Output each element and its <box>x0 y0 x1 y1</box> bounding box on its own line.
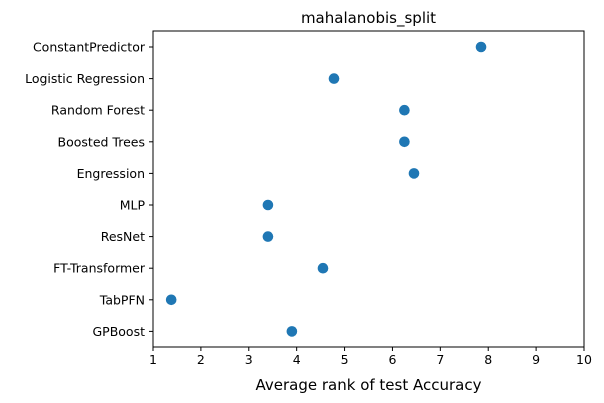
data-points <box>165 41 487 337</box>
data-point <box>475 41 487 53</box>
x-tick-label: 2 <box>197 352 205 367</box>
data-point <box>317 262 329 274</box>
data-point <box>328 73 340 84</box>
y-tick-label: ResNet <box>101 229 145 244</box>
y-tick-label: Random Forest <box>51 103 145 118</box>
y-tick-label: TabPFN <box>99 292 145 307</box>
plot-area <box>152 30 585 348</box>
x-tick-label: 1 <box>149 352 157 367</box>
y-tick-label: Engression <box>77 166 145 181</box>
x-tick-label: 8 <box>484 352 492 367</box>
y-tick-label: ConstantPredictor <box>33 40 146 55</box>
data-point <box>408 168 420 179</box>
x-tick-label: 5 <box>341 352 349 367</box>
x-tick-label: 4 <box>293 352 301 367</box>
data-point <box>262 199 274 211</box>
data-point <box>286 326 298 337</box>
x-tick-label: 6 <box>388 352 396 367</box>
data-point <box>262 231 274 242</box>
x-tick-label: 7 <box>436 352 444 367</box>
x-tick-label: 9 <box>532 352 540 367</box>
data-point <box>399 136 410 148</box>
data-point <box>165 294 177 306</box>
y-tick-label: GPBoost <box>92 324 145 339</box>
chart-title: mahalanobis_split <box>301 9 436 28</box>
y-axis: ConstantPredictor Logistic Regression Rand… <box>25 40 153 339</box>
y-tick-label: MLP <box>120 198 146 213</box>
y-tick-label: FT-Transformer <box>53 261 146 276</box>
y-tick-label: Boosted Trees <box>58 134 145 149</box>
x-axis: 1 2 3 4 5 6 7 8 9 10 <box>149 347 592 367</box>
x-tick-label: 10 <box>576 352 592 367</box>
x-tick-label: 3 <box>245 352 253 367</box>
y-tick-label: Logistic Regression <box>25 71 145 86</box>
data-point <box>399 104 410 116</box>
x-axis-label: Average rank of test Accuracy <box>256 376 482 394</box>
